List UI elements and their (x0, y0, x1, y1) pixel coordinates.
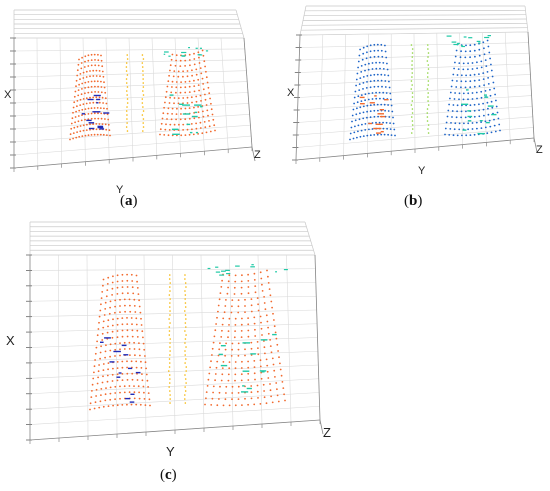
panel-c-grid (26, 221, 324, 444)
panel-c-point-cloud (89, 264, 288, 411)
panel-a: X Y Z (a) (4, 9, 261, 209)
panel-b-y-axis-label: Y (418, 165, 426, 177)
panel-b: X Y Z (b) (287, 5, 543, 209)
panel-c-z-axis-label: Z (323, 425, 331, 440)
panel-b-z-axis-label: Z (536, 144, 543, 156)
panel-c-x-axis-label: X (6, 333, 15, 348)
panel-a-y-axis-label: Y (116, 184, 124, 196)
panel-c-caption: (c) (160, 467, 177, 483)
panel-c: X Y Z (c) (6, 221, 331, 483)
panel-b-x-axis-label: X (287, 87, 295, 99)
panel-a-z-axis-label: Z (254, 149, 261, 161)
panel-b-grid (292, 5, 538, 164)
panel-b-point-cloud (349, 35, 501, 141)
panel-b-caption: (b) (404, 193, 422, 209)
panel-a-caption: (a) (120, 193, 138, 209)
panel-a-x-axis-label: X (4, 89, 12, 101)
panel-a-point-cloud (69, 47, 216, 141)
panel-c-y-axis-label: Y (166, 444, 175, 459)
panel-a-grid (10, 9, 256, 172)
